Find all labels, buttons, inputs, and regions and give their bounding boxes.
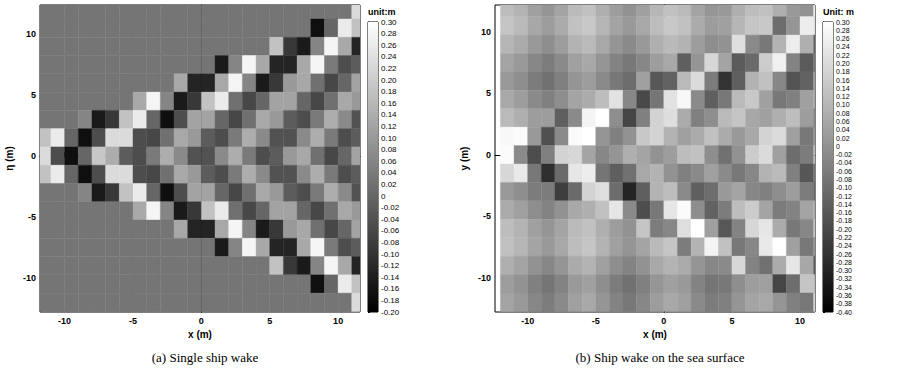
svg-text:0.18: 0.18: [836, 68, 850, 75]
svg-text:-0.22: -0.22: [836, 234, 852, 241]
svg-text:0.14: 0.14: [836, 85, 850, 92]
svg-text:0.16: 0.16: [381, 99, 397, 108]
svg-text:-0.40: -0.40: [836, 309, 852, 316]
svg-text:0.06: 0.06: [381, 157, 397, 166]
svg-text:0: 0: [31, 151, 36, 161]
svg-text:-0.26: -0.26: [836, 251, 852, 258]
svg-text:-5: -5: [592, 316, 600, 326]
svg-text:x (m): x (m): [643, 329, 667, 340]
svg-text:0.30: 0.30: [836, 19, 850, 26]
svg-text:-0.38: -0.38: [836, 300, 852, 307]
svg-text:-0.28: -0.28: [836, 259, 852, 266]
svg-text:-0.02: -0.02: [836, 151, 852, 158]
svg-text:y (m): y (m): [459, 147, 470, 171]
svg-text:0.12: 0.12: [381, 122, 397, 131]
svg-text:0.24: 0.24: [381, 52, 397, 61]
svg-text:-0.06: -0.06: [836, 168, 852, 175]
svg-text:5: 5: [267, 316, 272, 326]
svg-text:-0.12: -0.12: [381, 261, 400, 270]
svg-text:0.16: 0.16: [836, 77, 850, 84]
svg-text:5: 5: [486, 88, 491, 98]
svg-text:0.22: 0.22: [836, 52, 850, 59]
svg-text:0: 0: [381, 192, 386, 201]
svg-text:10: 10: [333, 316, 343, 326]
svg-text:-0.08: -0.08: [836, 176, 852, 183]
svg-text:0.20: 0.20: [836, 60, 850, 67]
svg-text:0.02: 0.02: [836, 135, 850, 142]
svg-text:-5: -5: [129, 316, 137, 326]
svg-text:0.10: 0.10: [836, 101, 850, 108]
svg-text:0.12: 0.12: [836, 93, 850, 100]
svg-text:0.06: 0.06: [836, 118, 850, 125]
svg-text:-10: -10: [58, 316, 71, 326]
svg-text:0: 0: [486, 150, 491, 160]
svg-text:-0.18: -0.18: [836, 217, 852, 224]
svg-text:(a) Single ship wake: (a) Single ship wake: [152, 350, 259, 365]
svg-text:-0.10: -0.10: [836, 184, 852, 191]
svg-text:-0.08: -0.08: [381, 238, 400, 247]
svg-text:-0.18: -0.18: [381, 296, 400, 305]
svg-text:10: 10: [26, 29, 36, 39]
svg-text:5: 5: [31, 90, 36, 100]
svg-text:0.28: 0.28: [836, 27, 850, 34]
svg-text:Unit: m: Unit: m: [823, 7, 854, 17]
svg-text:0.18: 0.18: [381, 87, 397, 96]
svg-text:10: 10: [481, 27, 491, 37]
svg-text:-10: -10: [23, 273, 36, 283]
svg-text:0.08: 0.08: [836, 110, 850, 117]
svg-text:10: 10: [795, 316, 805, 326]
svg-text:η (m): η (m): [4, 146, 15, 170]
svg-text:-0.04: -0.04: [381, 215, 400, 224]
svg-text:-0.14: -0.14: [381, 273, 400, 282]
svg-text:-0.30: -0.30: [836, 267, 852, 274]
svg-text:-0.04: -0.04: [836, 159, 852, 166]
svg-text:0.26: 0.26: [381, 41, 397, 50]
svg-text:0.24: 0.24: [836, 43, 850, 50]
svg-text:-0.10: -0.10: [381, 250, 400, 259]
svg-text:-0.12: -0.12: [836, 193, 852, 200]
svg-text:0: 0: [199, 316, 204, 326]
svg-text:-0.20: -0.20: [836, 226, 852, 233]
svg-text:x (m): x (m): [188, 329, 212, 340]
svg-text:-0.20: -0.20: [381, 308, 400, 317]
svg-text:unit:m: unit:m: [368, 7, 396, 17]
svg-text:-0.36: -0.36: [836, 292, 852, 299]
svg-text:-0.06: -0.06: [381, 226, 400, 235]
svg-text:-0.02: -0.02: [381, 203, 400, 212]
svg-text:0.22: 0.22: [381, 64, 397, 73]
svg-text:0: 0: [661, 316, 666, 326]
svg-text:0.02: 0.02: [381, 180, 397, 189]
svg-text:0.04: 0.04: [381, 168, 397, 177]
svg-text:-0.32: -0.32: [836, 275, 852, 282]
svg-text:0.14: 0.14: [381, 110, 397, 119]
svg-text:0: 0: [836, 143, 840, 150]
svg-text:0.04: 0.04: [836, 126, 850, 133]
svg-text:0.08: 0.08: [381, 145, 397, 154]
svg-text:(b) Ship wake on the sea surfa: (b) Ship wake on the sea surface: [576, 350, 745, 365]
svg-text:0.20: 0.20: [381, 76, 397, 85]
svg-text:0.26: 0.26: [836, 35, 850, 42]
svg-text:0.28: 0.28: [381, 29, 397, 38]
svg-text:-10: -10: [478, 273, 491, 283]
svg-text:-0.34: -0.34: [836, 284, 852, 291]
svg-text:-5: -5: [28, 212, 36, 222]
svg-text:-0.16: -0.16: [381, 284, 400, 293]
svg-text:-0.24: -0.24: [836, 242, 852, 249]
svg-text:-5: -5: [483, 211, 491, 221]
svg-text:5: 5: [729, 316, 734, 326]
svg-text:-0.16: -0.16: [836, 209, 852, 216]
svg-text:-0.14: -0.14: [836, 201, 852, 208]
svg-text:0.10: 0.10: [381, 134, 397, 143]
svg-text:0.30: 0.30: [381, 18, 397, 27]
svg-text:-10: -10: [521, 316, 534, 326]
